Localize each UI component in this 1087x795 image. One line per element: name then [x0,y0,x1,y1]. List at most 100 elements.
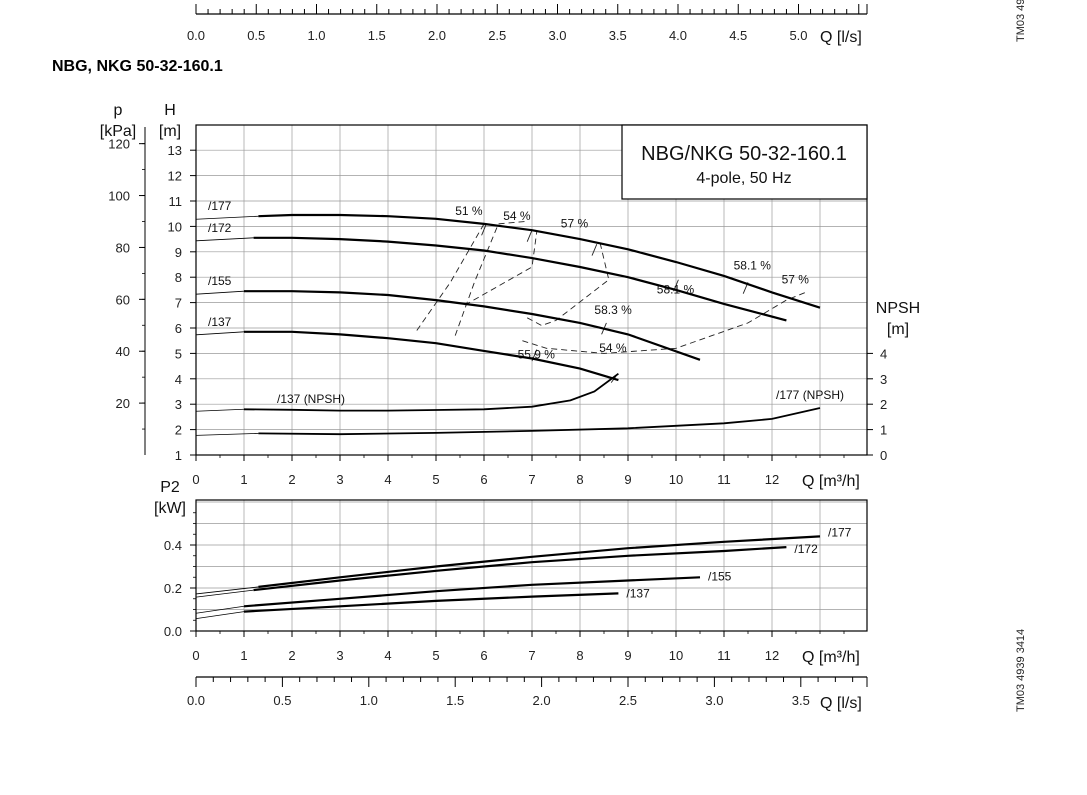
pressure-title: p [114,102,123,119]
power-curve-label: /177 [828,525,852,539]
head-curve [258,213,821,309]
npsh-tick-label: 0 [880,448,887,463]
pressure-tick-label: 100 [108,189,130,204]
head-y-tick-label: 9 [175,245,182,260]
power-x-tick-label: 3 [336,648,343,663]
efficiency-tick-mark [526,230,533,242]
page-title: NBG, NKG 50-32-160.1 [52,58,223,75]
head-curve [244,330,619,382]
head-y-tick-label: 8 [175,270,182,285]
head-y-tick-label: 4 [175,372,182,387]
top-scale-tick-label: 2.0 [428,28,446,43]
head-x-tick-label: 6 [480,472,487,487]
efficiency-contour-line [464,231,538,306]
npsh-curve [258,407,821,436]
efficiency-label: 58.1 % [734,259,772,273]
power-y-tick-label: 0.0 [164,624,182,639]
bottom-scale-tick-label: 0.0 [187,693,205,708]
power-x-tick-label: 2 [288,648,295,663]
bottom-scale-tick-label: 0.5 [273,693,291,708]
npsh-tick-label: 1 [880,423,887,438]
head-chart: 0 1 2 3 4 5 6 7 8 9 10 11 12 Q [m³/h]1234567891011121… [100,102,920,490]
head-x-tick-label: 8 [576,472,583,487]
power-curve-extension [196,611,245,620]
chart-title: NBG/NKG 50-32-160.1 [641,143,847,165]
power-x-tick-label: 10 [669,648,683,663]
power-x-tick-label: 0 [192,648,199,663]
npsh-curve-label: /177 (NPSH) [776,388,844,402]
head-y-tick-label: 12 [168,169,182,184]
power-curve [243,576,701,608]
pressure-tick-label: 20 [116,396,130,411]
head-curve-label: /172 [208,221,232,235]
npsh-curve-label: /137 (NPSH) [277,392,345,406]
head-curves [196,213,821,436]
npsh-title: NPSH [876,300,920,317]
bottom-scale-tick-label: 3.0 [705,693,723,708]
efficiency-contour-line [454,220,528,336]
power-x-tick-label: 9 [624,648,631,663]
chart-title-box [621,124,868,200]
npsh-curve-extension [196,408,245,412]
head-y-tick-label: 2 [175,423,182,438]
top-scale-tick-label: 4.0 [669,28,687,43]
efficiency-contour-line [526,238,610,326]
top-scale-unit-label: Q [l/s] [820,29,862,46]
power-x-tick-label: 6 [480,648,487,663]
top-scale-tick-label: 3.5 [609,28,627,43]
pressure-tick-label: 60 [116,292,130,307]
chart-subtitle: 4-pole, 50 Hz [696,170,791,187]
head-y-title: H [164,102,176,119]
head-x-tick-label: 12 [765,472,779,487]
head-curve [253,236,787,322]
power-curves [196,535,821,620]
head-x-tick-label: 5 [432,472,439,487]
head-y-tick-label: 7 [175,296,182,311]
pressure-tick-label: 120 [108,137,130,152]
power-y-tick-label: 0.2 [164,581,182,596]
pressure-unit: [kPa] [100,123,136,140]
efficiency-tick-mark [481,223,487,236]
top-scale-tick-label: 3.0 [548,28,566,43]
efficiency-label: 57 % [561,217,589,231]
npsh-curve-extension [196,433,259,436]
power-curve-label: /155 [708,569,732,583]
power-x-tick-label: 8 [576,648,583,663]
head-x-tick-label: 7 [528,472,535,487]
head-y-tick-label: 13 [168,143,182,158]
watermarks: TM03 49 TM03 4939 3414 [1015,0,1027,712]
power-y-title: P2 [160,479,180,496]
npsh-curve [243,372,619,412]
bottom-scale-tick-label: 1.0 [360,693,378,708]
top-scale-tick-label: 1.0 [307,28,325,43]
power-x-tick-label: 11 [717,648,731,663]
power-curve-extension [196,589,254,598]
head-y-tick-label: 11 [169,194,183,209]
bottom-scale-tick-label: 2.5 [619,693,637,708]
top-scale-tick-label: 5.0 [789,28,807,43]
npsh-tick-label: 4 [880,346,887,361]
bottom-scale-tick-label: 3.5 [792,693,810,708]
head-x-tick-label: 9 [624,472,631,487]
power-curve-label: /172 [794,542,818,556]
watermark-bottom: TM03 4939 3414 [1015,629,1027,712]
npsh-tick-label: 3 [880,372,887,387]
pressure-tick-label: 80 [116,240,130,255]
power-x-tick-label: 7 [528,648,535,663]
head-x-tick-label: 1 [240,472,247,487]
top-scale-tick-label: 4.5 [729,28,747,43]
top-scale-tick-label: 0.5 [247,28,265,43]
watermark-top: TM03 49 [1015,0,1027,42]
efficiency-label: 51 % [455,204,483,218]
head-curve-label: /177 [208,199,232,213]
efficiency-label: 54 % [503,209,531,223]
bottom-scale-unit-label: Q [l/s] [820,695,862,712]
efficiency-label: 54 % [599,341,627,355]
power-curve [243,592,619,613]
bottom-scale-tick-label: 1.5 [446,693,464,708]
power-y-unit: [kW] [154,500,186,517]
head-y-tick-label: 6 [175,321,182,336]
head-x-tick-label: 2 [288,472,295,487]
top-flow-scale: 0.0 0.5 1.0 1.5 2.0 2.5 3.0 3.5 4.0 4.5 5.0 Q [l/s] [187,4,868,46]
